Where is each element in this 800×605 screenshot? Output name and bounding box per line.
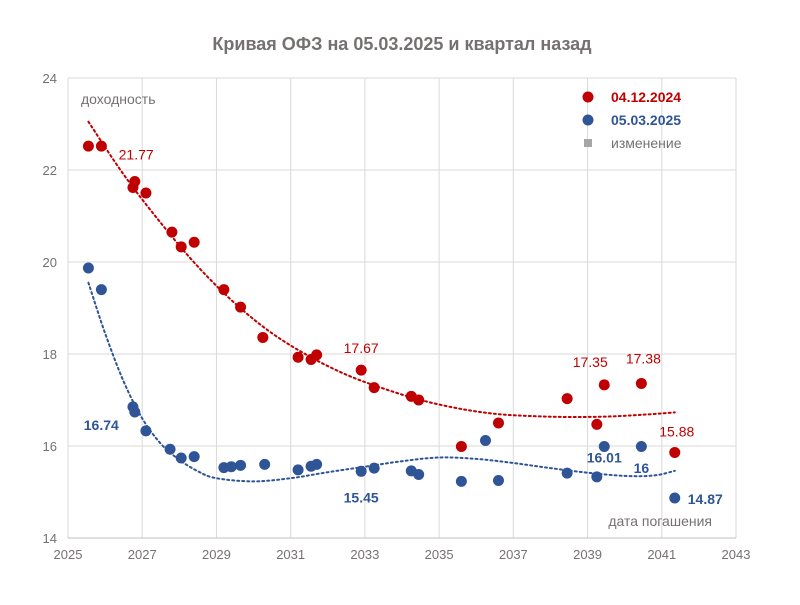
data-label: 16 bbox=[634, 460, 650, 476]
series-1-point bbox=[355, 364, 367, 376]
series-1-point bbox=[188, 236, 200, 248]
series-2-point bbox=[455, 475, 467, 487]
point-layer bbox=[82, 140, 681, 504]
series-2-point bbox=[598, 440, 610, 452]
legend-marker bbox=[582, 114, 594, 126]
series-2-point bbox=[561, 467, 573, 479]
annotation-layer: 21.77 17.67 17.35 17.38 15.88 16.74 15.45 16.01… bbox=[84, 147, 723, 507]
y-tick-label: 14 bbox=[43, 531, 57, 546]
x-axis-label: дата погашения bbox=[608, 513, 712, 529]
series-1-point bbox=[218, 284, 230, 296]
series-2-point bbox=[492, 475, 504, 486]
data-label: 17.38 bbox=[626, 351, 661, 367]
series-2-point bbox=[292, 464, 304, 476]
legend-marker bbox=[584, 139, 592, 147]
data-label: 15.45 bbox=[344, 489, 379, 505]
y-tick-label: 20 bbox=[43, 255, 57, 270]
series-2-point bbox=[480, 434, 491, 446]
axis-layer: 2025 2027 2029 2031 2033 2035 2037 2039 2041 2043… bbox=[43, 71, 751, 562]
data-label: 17.67 bbox=[344, 340, 379, 356]
trend-layer bbox=[87, 120, 676, 483]
legend-marker bbox=[582, 91, 594, 103]
chart-title: Кривая ОФЗ на 05.03.2025 и квартал назад bbox=[212, 34, 592, 54]
series-1-point bbox=[292, 351, 304, 363]
series-2-point bbox=[164, 443, 176, 455]
data-label: 16.01 bbox=[587, 450, 622, 466]
series-2-point bbox=[635, 440, 647, 452]
x-tick-label: 2035 bbox=[425, 547, 454, 562]
data-label: 14.87 bbox=[688, 491, 723, 507]
series-2-point bbox=[175, 452, 187, 464]
data-label: 17.35 bbox=[573, 354, 608, 370]
series-2-point bbox=[225, 461, 237, 473]
series-2-point bbox=[591, 471, 603, 483]
x-tick-label: 2027 bbox=[128, 547, 157, 562]
y-tick-label: 22 bbox=[43, 163, 57, 178]
series-2-point bbox=[259, 458, 271, 470]
series-1-point bbox=[455, 440, 467, 452]
series-2-point bbox=[368, 462, 380, 474]
series-1-point bbox=[129, 176, 141, 187]
series-1-point bbox=[166, 226, 178, 238]
x-tick-label: 2025 bbox=[54, 547, 83, 562]
legend-label: изменение bbox=[611, 135, 682, 151]
series-2-point bbox=[188, 451, 200, 463]
series-1-point bbox=[598, 379, 610, 391]
data-label: 16.74 bbox=[84, 417, 119, 433]
x-tick-label: 2043 bbox=[722, 547, 751, 562]
x-tick-label: 2033 bbox=[350, 547, 379, 562]
series-1-point bbox=[175, 241, 187, 253]
y-axis-label: доходность bbox=[81, 91, 156, 107]
grid-layer bbox=[67, 77, 737, 539]
series-2-point bbox=[669, 492, 681, 504]
series-1-point bbox=[561, 393, 573, 405]
series-1-point bbox=[257, 331, 269, 343]
y-tick-label: 16 bbox=[43, 439, 57, 454]
x-tick-label: 2039 bbox=[573, 547, 602, 562]
series-1-point bbox=[492, 417, 504, 429]
series-2-point bbox=[95, 284, 107, 296]
series-2-point bbox=[235, 459, 247, 471]
series-1-point bbox=[591, 418, 603, 430]
data-label: 15.88 bbox=[659, 424, 694, 440]
series-2-point bbox=[129, 406, 141, 418]
series-1-point bbox=[368, 382, 380, 394]
series-1-point bbox=[413, 394, 425, 406]
series-2-point bbox=[413, 469, 425, 481]
series-1-trendline bbox=[87, 120, 676, 419]
series-1-point bbox=[669, 446, 681, 458]
legend: 04.12.2024 05.03.2025 изменение bbox=[582, 89, 682, 151]
x-tick-label: 2041 bbox=[647, 547, 676, 562]
y-tick-label: 18 bbox=[43, 347, 57, 362]
series-1-point bbox=[235, 301, 247, 313]
x-tick-label: 2037 bbox=[499, 547, 528, 562]
series-1-point bbox=[635, 377, 647, 389]
legend-label: 05.03.2025 bbox=[611, 112, 681, 128]
series-1-point bbox=[140, 187, 152, 199]
data-label: 21.77 bbox=[119, 147, 154, 163]
series-2-point bbox=[311, 458, 323, 470]
x-tick-label: 2029 bbox=[202, 547, 231, 562]
series-1-point bbox=[311, 349, 323, 361]
series-1-point bbox=[82, 140, 94, 152]
series-1-point bbox=[95, 140, 107, 152]
y-tick-label: 24 bbox=[43, 71, 57, 86]
series-2-point bbox=[355, 465, 367, 477]
series-2-point bbox=[140, 425, 152, 437]
legend-label: 04.12.2024 bbox=[611, 89, 681, 105]
series-2-point bbox=[82, 262, 94, 274]
x-tick-label: 2031 bbox=[276, 547, 305, 562]
